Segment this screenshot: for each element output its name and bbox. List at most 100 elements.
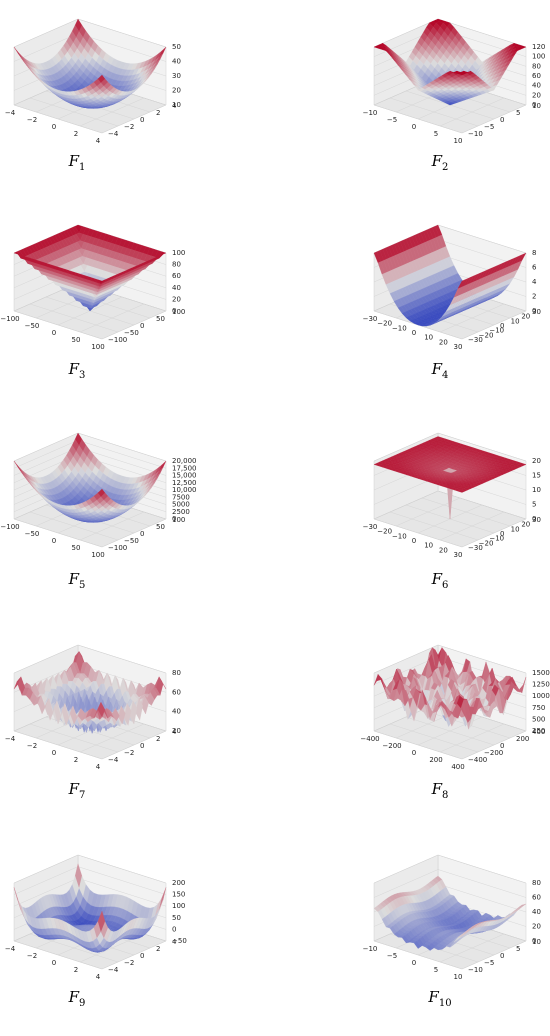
z-tick-label: 20 (532, 91, 541, 99)
z-tick-label: 0 (532, 515, 536, 523)
caption-letter: F (69, 152, 79, 170)
x-tick-label: −400 (360, 735, 379, 743)
y-tick-label: 50 (156, 523, 165, 531)
x-tick-label: −10 (363, 109, 378, 117)
x-tick-label: −2 (27, 952, 37, 960)
z-tick-label: 8 (532, 249, 536, 257)
caption-letter: F (432, 152, 442, 170)
y-tick-label: 0 (140, 952, 144, 960)
x-tick-label: 2 (74, 130, 78, 138)
z-tick-label: 120 (532, 43, 545, 51)
z-tick-label: 80 (172, 669, 181, 677)
y-tick-label: −4 (108, 756, 119, 764)
x-tick-label: −10 (392, 532, 407, 540)
caption-subscript: 7 (79, 790, 85, 801)
x-tick-label: 10 (454, 137, 463, 145)
caption-f6: F6 (410, 570, 470, 591)
caption-subscript: 2 (442, 162, 448, 173)
x-tick-label: −4 (5, 735, 16, 743)
x-tick-label: 50 (72, 336, 81, 344)
y-tick-label: 20 (521, 313, 530, 321)
y-tick-label: 10 (511, 317, 520, 325)
caption-letter: F (69, 988, 79, 1006)
y-tick-label: −2 (124, 749, 134, 757)
caption-subscript: 6 (442, 580, 448, 591)
x-tick-label: 10 (424, 334, 433, 342)
x-tick-label: −2 (27, 116, 37, 124)
z-tick-label: 0 (172, 307, 176, 315)
y-tick-label: 20 (521, 521, 530, 529)
x-tick-label: 30 (454, 343, 463, 351)
x-tick-label: −50 (25, 530, 40, 538)
y-tick-label: 200 (516, 735, 529, 743)
x-tick-label: 0 (52, 123, 56, 131)
z-tick-label: 1250 (532, 681, 550, 689)
z-tick-label: 750 (532, 704, 545, 712)
x-tick-label: 400 (451, 763, 464, 771)
x-tick-label: −5 (387, 116, 397, 124)
caption-subscript: 1 (79, 162, 85, 173)
x-tick-label: 0 (412, 749, 416, 757)
x-tick-label: 0 (52, 959, 56, 967)
caption-f3: F3 (47, 360, 107, 381)
x-tick-label: 50 (72, 544, 81, 552)
y-tick-label: −5 (484, 123, 494, 131)
x-tick-label: −4 (5, 109, 16, 117)
z-tick-label: 100 (172, 249, 185, 257)
z-tick-label: 40 (172, 708, 181, 716)
z-tick-label: 40 (172, 58, 181, 66)
caption-f1: F1 (47, 152, 107, 173)
caption-subscript: 3 (79, 370, 85, 381)
x-tick-label: −4 (5, 945, 16, 953)
x-tick-label: 0 (412, 537, 416, 545)
z-tick-label: 5 (532, 501, 536, 509)
caption-subscript: 4 (442, 370, 448, 381)
x-tick-label: 4 (96, 763, 101, 771)
caption-subscript: 9 (79, 998, 85, 1009)
x-tick-label: 4 (96, 973, 101, 981)
z-tick-label: 0 (532, 307, 536, 315)
caption-f4: F4 (410, 360, 470, 381)
y-tick-label: 5 (516, 109, 520, 117)
x-tick-label: 30 (454, 551, 463, 559)
x-tick-label: 0 (52, 537, 56, 545)
x-tick-label: 2 (74, 756, 78, 764)
caption-letter: F (69, 360, 79, 378)
z-tick-label: 0 (532, 101, 536, 109)
z-tick-label: 50 (172, 43, 181, 51)
surface-plot-f4: −30−20−1001020303020100−10−20−30864201e7… (370, 216, 550, 406)
y-tick-label: −2 (124, 123, 134, 131)
z-tick-label: −50 (172, 937, 187, 945)
y-tick-label: 0 (140, 530, 144, 538)
z-tick-label: 1500 (532, 669, 550, 677)
caption-subscript: 5 (79, 580, 85, 591)
z-tick-label: 100 (172, 902, 185, 910)
x-tick-label: −30 (363, 315, 378, 323)
caption-letter: F (432, 780, 442, 798)
z-tick-label: 200 (172, 879, 185, 887)
z-tick-label: 6 (532, 264, 537, 272)
y-tick-label: 0 (500, 116, 504, 124)
x-tick-label: 0 (52, 749, 56, 757)
z-tick-label: 0 (172, 515, 176, 523)
x-tick-label: −10 (392, 324, 407, 332)
y-tick-label: 2 (156, 945, 160, 953)
z-tick-label: 4 (532, 278, 537, 286)
y-tick-label: 2 (156, 735, 160, 743)
z-tick-label: 150 (172, 891, 185, 899)
x-tick-label: −30 (363, 523, 378, 531)
x-tick-label: 200 (429, 756, 442, 764)
y-tick-label: −400 (468, 756, 487, 764)
caption-letter: F (69, 780, 79, 798)
y-tick-label: −100 (108, 336, 127, 344)
x-tick-label: −20 (377, 320, 392, 328)
